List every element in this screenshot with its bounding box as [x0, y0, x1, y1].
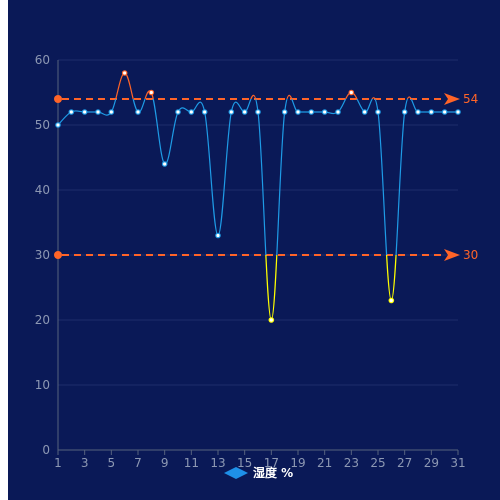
data-point[interactable]	[441, 109, 448, 115]
data-point[interactable]	[161, 161, 168, 167]
legend-label: 湿度 %	[253, 465, 293, 480]
data-point[interactable]	[401, 109, 408, 115]
data-point[interactable]	[281, 109, 288, 115]
x-tick-label: 25	[370, 456, 385, 470]
threshold-start-dot	[54, 95, 62, 103]
y-tick-label: 50	[35, 118, 50, 132]
x-tick-label: 7	[134, 456, 142, 470]
data-point[interactable]	[375, 109, 381, 115]
data-point[interactable]	[335, 109, 341, 115]
x-tick-label: 17	[264, 456, 279, 470]
x-tick-label: 3	[81, 456, 89, 470]
x-tick-label: 9	[161, 456, 169, 470]
legend-item[interactable]: 湿度 %	[224, 465, 293, 480]
x-tick-label: 23	[344, 456, 359, 470]
x-tick-label: 1	[54, 456, 62, 470]
x-tick-label: 11	[184, 456, 199, 470]
x-tick-label: 21	[317, 456, 332, 470]
x-tick-label: 5	[108, 456, 116, 470]
series-line-normal	[57, 99, 458, 255]
data-point[interactable]	[241, 109, 248, 115]
data-point[interactable]	[455, 109, 461, 115]
data-point[interactable]	[215, 232, 221, 239]
data-point[interactable]	[81, 109, 88, 115]
y-tick-label: 40	[35, 183, 50, 197]
data-point[interactable]	[148, 89, 155, 96]
y-tick-label: 30	[35, 248, 50, 262]
data-point[interactable]	[55, 122, 61, 128]
data-point[interactable]	[228, 109, 235, 115]
data-point[interactable]	[135, 109, 141, 115]
data-point[interactable]	[108, 109, 115, 115]
data-point[interactable]	[255, 109, 261, 115]
data-point[interactable]	[201, 109, 208, 115]
x-tick-label: 29	[424, 456, 439, 470]
y-tick-label: 60	[35, 53, 50, 67]
data-point[interactable]	[308, 109, 315, 115]
data-point[interactable]	[95, 109, 101, 115]
x-tick-label: 31	[450, 456, 465, 470]
x-tick-label: 19	[290, 456, 305, 470]
data-point[interactable]	[121, 70, 128, 76]
data-point[interactable]	[348, 89, 355, 96]
threshold-start-dot	[54, 251, 62, 259]
data-point[interactable]	[68, 109, 75, 115]
x-tick-label: 15	[237, 456, 252, 470]
data-point[interactable]	[428, 109, 435, 115]
threshold-label: 30	[463, 248, 478, 262]
y-tick-label: 0	[42, 443, 50, 457]
y-tick-label: 20	[35, 313, 50, 327]
data-point[interactable]	[321, 109, 328, 115]
data-point[interactable]	[295, 109, 301, 115]
data-point[interactable]	[388, 297, 395, 304]
data-point[interactable]	[188, 109, 195, 115]
x-tick-label: 27	[397, 456, 412, 470]
data-point[interactable]	[175, 109, 181, 115]
data-point[interactable]	[268, 317, 275, 323]
threshold-arrow-icon	[444, 249, 460, 261]
y-tick-label: 10	[35, 378, 50, 392]
chart-panel: 0 10 20 30 40 50 60 1 3 5 7 9 11 13 15 17 19 21 23 25 27 29 31…	[8, 0, 500, 500]
threshold-arrow-icon	[444, 93, 460, 105]
data-point[interactable]	[415, 109, 421, 115]
x-tick-label: 13	[210, 456, 225, 470]
legend-diamond-icon	[224, 467, 248, 479]
data-point[interactable]	[361, 109, 368, 115]
threshold-label: 54	[463, 92, 478, 106]
